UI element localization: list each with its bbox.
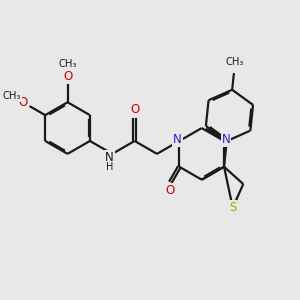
Text: O: O xyxy=(130,103,139,116)
Text: CH₃: CH₃ xyxy=(226,57,244,67)
Text: N: N xyxy=(105,151,114,164)
Text: CH₃: CH₃ xyxy=(58,59,77,69)
Text: N: N xyxy=(222,133,230,146)
Text: N: N xyxy=(173,133,182,146)
Text: O: O xyxy=(19,96,28,109)
Text: O: O xyxy=(63,70,72,83)
Text: H: H xyxy=(106,162,113,172)
Text: CH₃: CH₃ xyxy=(2,91,21,101)
Text: O: O xyxy=(165,184,174,197)
Text: S: S xyxy=(229,201,236,214)
